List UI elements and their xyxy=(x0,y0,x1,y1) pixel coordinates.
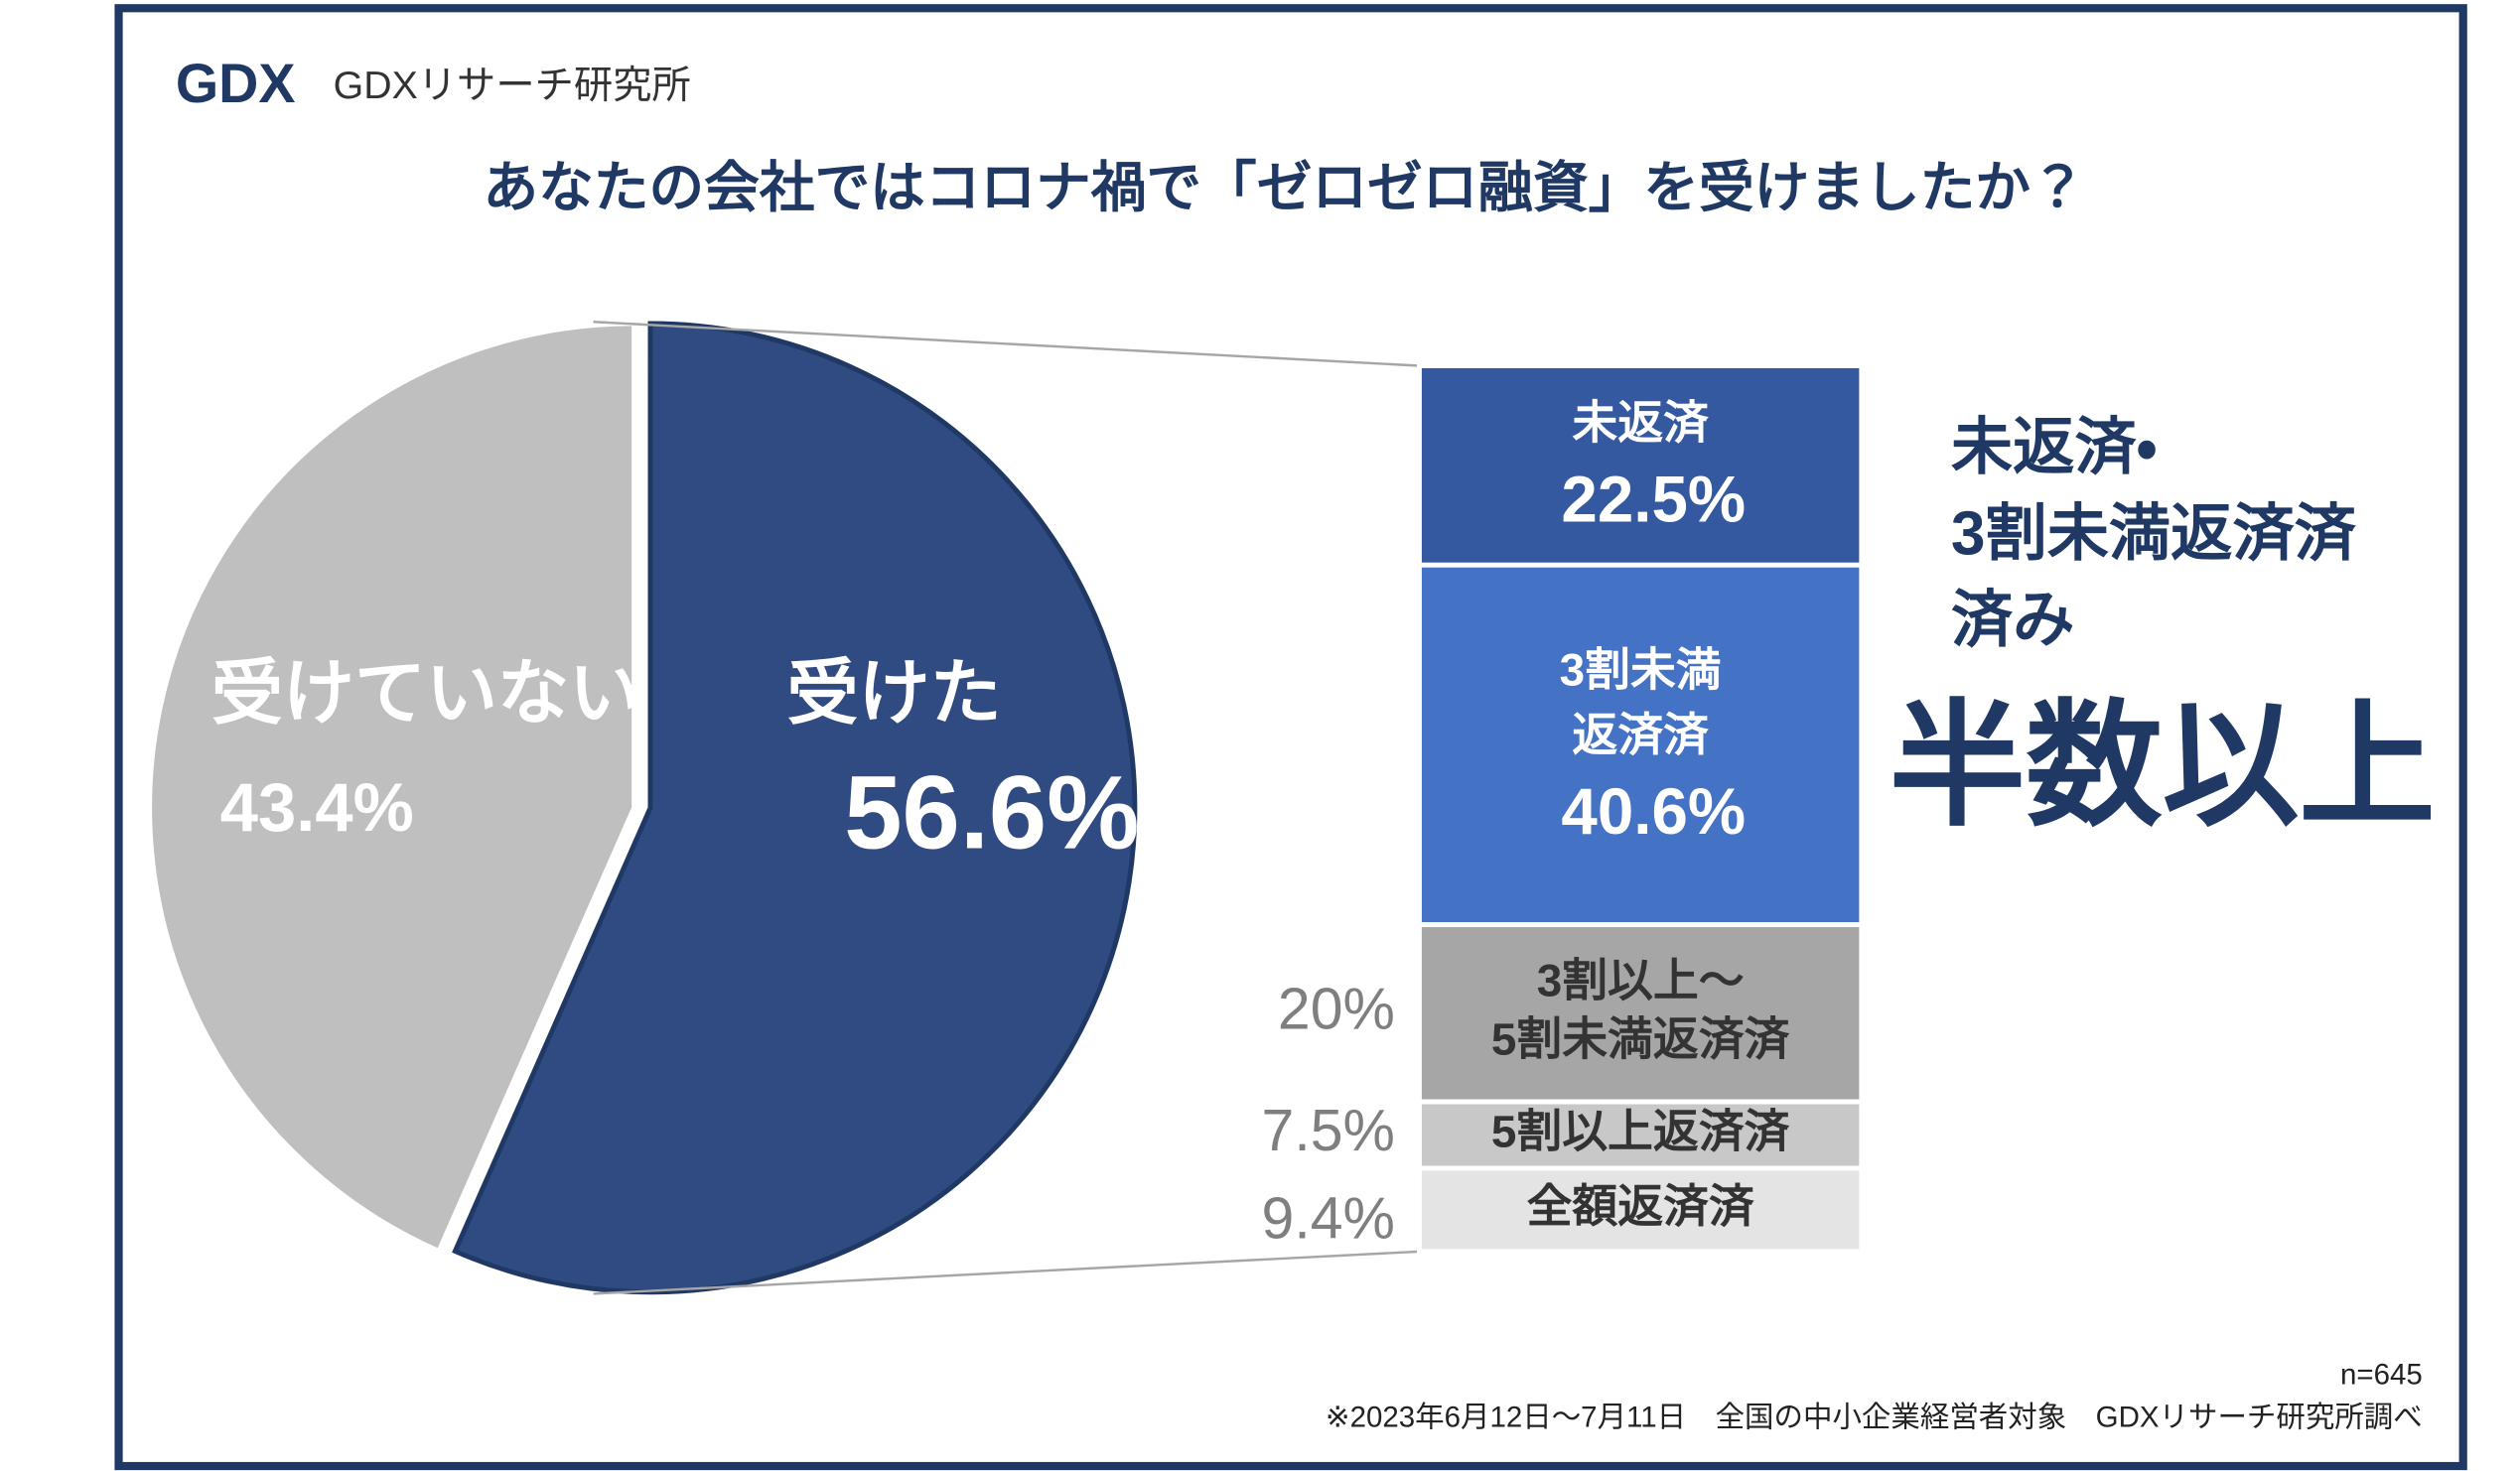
footnote: ※2023年6月12日～7月11日 全国の中小企業経営者対象 GDXリサーチ研究… xyxy=(1326,1401,2423,1433)
segment-value: 20% xyxy=(1278,977,1395,1041)
slice-value: 56.6% xyxy=(844,755,1139,871)
segment-label: 5割未満返済済 xyxy=(1491,1013,1790,1064)
frame xyxy=(114,4,2467,1471)
segment-value: 7.5% xyxy=(1262,1099,1395,1163)
highlight: 半数以上 xyxy=(1890,690,2436,843)
logo-name: GDXリサーチ研究所 xyxy=(334,64,691,107)
annotation: 3割未満返済済 xyxy=(1951,499,2357,568)
segment-value: 9.4% xyxy=(1262,1187,1395,1252)
logo-mark: GDX xyxy=(176,53,296,114)
annotation: 済み xyxy=(1951,586,2074,654)
chart-title: あなたの会社ではコロナ禍で「ゼロゼロ融資」を受けましたか？ xyxy=(484,157,2086,218)
bar-segment xyxy=(1417,1099,1865,1171)
segment-label: 返済済 xyxy=(1572,710,1709,760)
segment-label: 3割未満 xyxy=(1560,644,1722,695)
segment-label: 3割以上～ xyxy=(1537,955,1745,1005)
slice-label: 受けていない xyxy=(211,654,640,734)
segment-label: 全額返済済 xyxy=(1527,1181,1754,1232)
segment-label: 5割以上返済済 xyxy=(1491,1107,1790,1157)
segment-value: 40.6% xyxy=(1561,775,1746,848)
bar-segment xyxy=(1417,562,1865,928)
annotation: 未返済・ xyxy=(1951,414,2158,482)
bar-segment xyxy=(1417,922,1865,1105)
slice-value: 43.4% xyxy=(220,769,414,846)
bar-segment xyxy=(1417,1165,1865,1255)
connector xyxy=(593,1250,1420,1295)
sample-size: n=645 xyxy=(2340,1359,2423,1392)
segment-value: 22.5% xyxy=(1561,463,1746,535)
pie-slice xyxy=(147,321,637,1255)
slice-label: 受けた xyxy=(787,654,1002,734)
connector xyxy=(593,321,1420,367)
segment-label: 未返済 xyxy=(1572,398,1709,449)
